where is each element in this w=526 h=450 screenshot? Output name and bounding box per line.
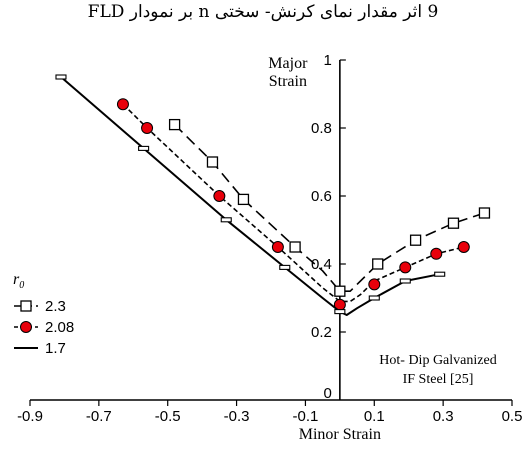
y-axis-title-line2: Strain xyxy=(269,73,307,90)
x-tick-label: -0.5 xyxy=(155,408,181,425)
y-tick-label: 0.2 xyxy=(311,324,332,341)
data-point xyxy=(372,258,384,270)
x-tick-label: 0.3 xyxy=(433,408,454,425)
x-tick-label: 0.5 xyxy=(502,408,523,425)
y-tick-label: 0.6 xyxy=(311,188,332,205)
legend-item: 2.08 xyxy=(14,319,74,336)
annotation-line2: IF Steel [25] xyxy=(403,372,474,387)
series-line xyxy=(122,103,464,303)
data-point xyxy=(138,145,150,151)
y-tick-label: 1 xyxy=(324,52,332,69)
legend-label: 2.3 xyxy=(45,298,66,315)
data-point xyxy=(206,156,219,168)
y-tick-label: 0.4 xyxy=(311,256,332,273)
y-axis-title-line1: Major xyxy=(268,55,308,72)
series-group xyxy=(55,74,491,316)
data-point xyxy=(220,217,232,223)
data-point xyxy=(430,247,443,260)
data-point xyxy=(478,207,491,219)
legend-title-subscript: 0 xyxy=(19,280,24,291)
y-zero-tick-label: 0 xyxy=(324,385,332,402)
data-point xyxy=(368,295,380,301)
data-point xyxy=(213,190,226,202)
data-point xyxy=(141,122,154,134)
data-point xyxy=(368,278,381,291)
data-point xyxy=(399,261,412,274)
data-point xyxy=(334,309,346,315)
data-point xyxy=(271,241,284,253)
legend: r0 2.3 2.08 1.7 xyxy=(13,271,74,357)
x-axis-title: Minor Strain xyxy=(299,426,381,443)
figure-title: 9 اثر مقدار نمای کرنش- سختی n بر نمودار … xyxy=(87,2,439,22)
data-point xyxy=(399,278,411,284)
tick-marks: -0.9 -0.7 -0.5 -0.3 -0.1 0.1 0.3 0.5 0.2 0.4 0.6 0.… xyxy=(17,52,522,425)
series-1.7 xyxy=(55,74,446,316)
legend-item: 1.7 xyxy=(14,340,66,357)
data-point xyxy=(279,264,291,270)
legend-title-r: r xyxy=(13,271,20,288)
y-tick-label: 0.8 xyxy=(311,120,332,137)
x-tick-label: 0.1 xyxy=(364,408,385,425)
data-point xyxy=(457,241,470,253)
legend-label: 1.7 xyxy=(45,340,66,357)
data-point xyxy=(116,98,129,111)
series-2.08 xyxy=(116,98,470,311)
legend-swatch-marker xyxy=(20,300,32,312)
data-point xyxy=(55,74,67,80)
legend-label: 2.08 xyxy=(45,319,74,336)
legend-item: 2.3 xyxy=(14,298,66,315)
x-tick-label: -0.3 xyxy=(224,408,250,425)
x-tick-label: -0.9 xyxy=(17,408,43,425)
data-point xyxy=(289,241,301,253)
legend-swatch-marker xyxy=(20,321,32,333)
series-line xyxy=(60,76,440,316)
data-point xyxy=(447,217,460,229)
legend-title: r0 xyxy=(13,271,24,291)
data-point xyxy=(334,285,346,297)
series-2.3 xyxy=(168,118,491,297)
data-point xyxy=(168,118,181,131)
data-point xyxy=(237,193,250,206)
x-tick-label: -0.1 xyxy=(292,408,318,425)
data-point xyxy=(409,234,422,246)
x-tick-label: -0.7 xyxy=(86,408,112,425)
axes xyxy=(30,60,512,401)
data-point xyxy=(434,271,446,277)
annotation-line1: Hot- Dip Galvanized xyxy=(379,353,496,368)
